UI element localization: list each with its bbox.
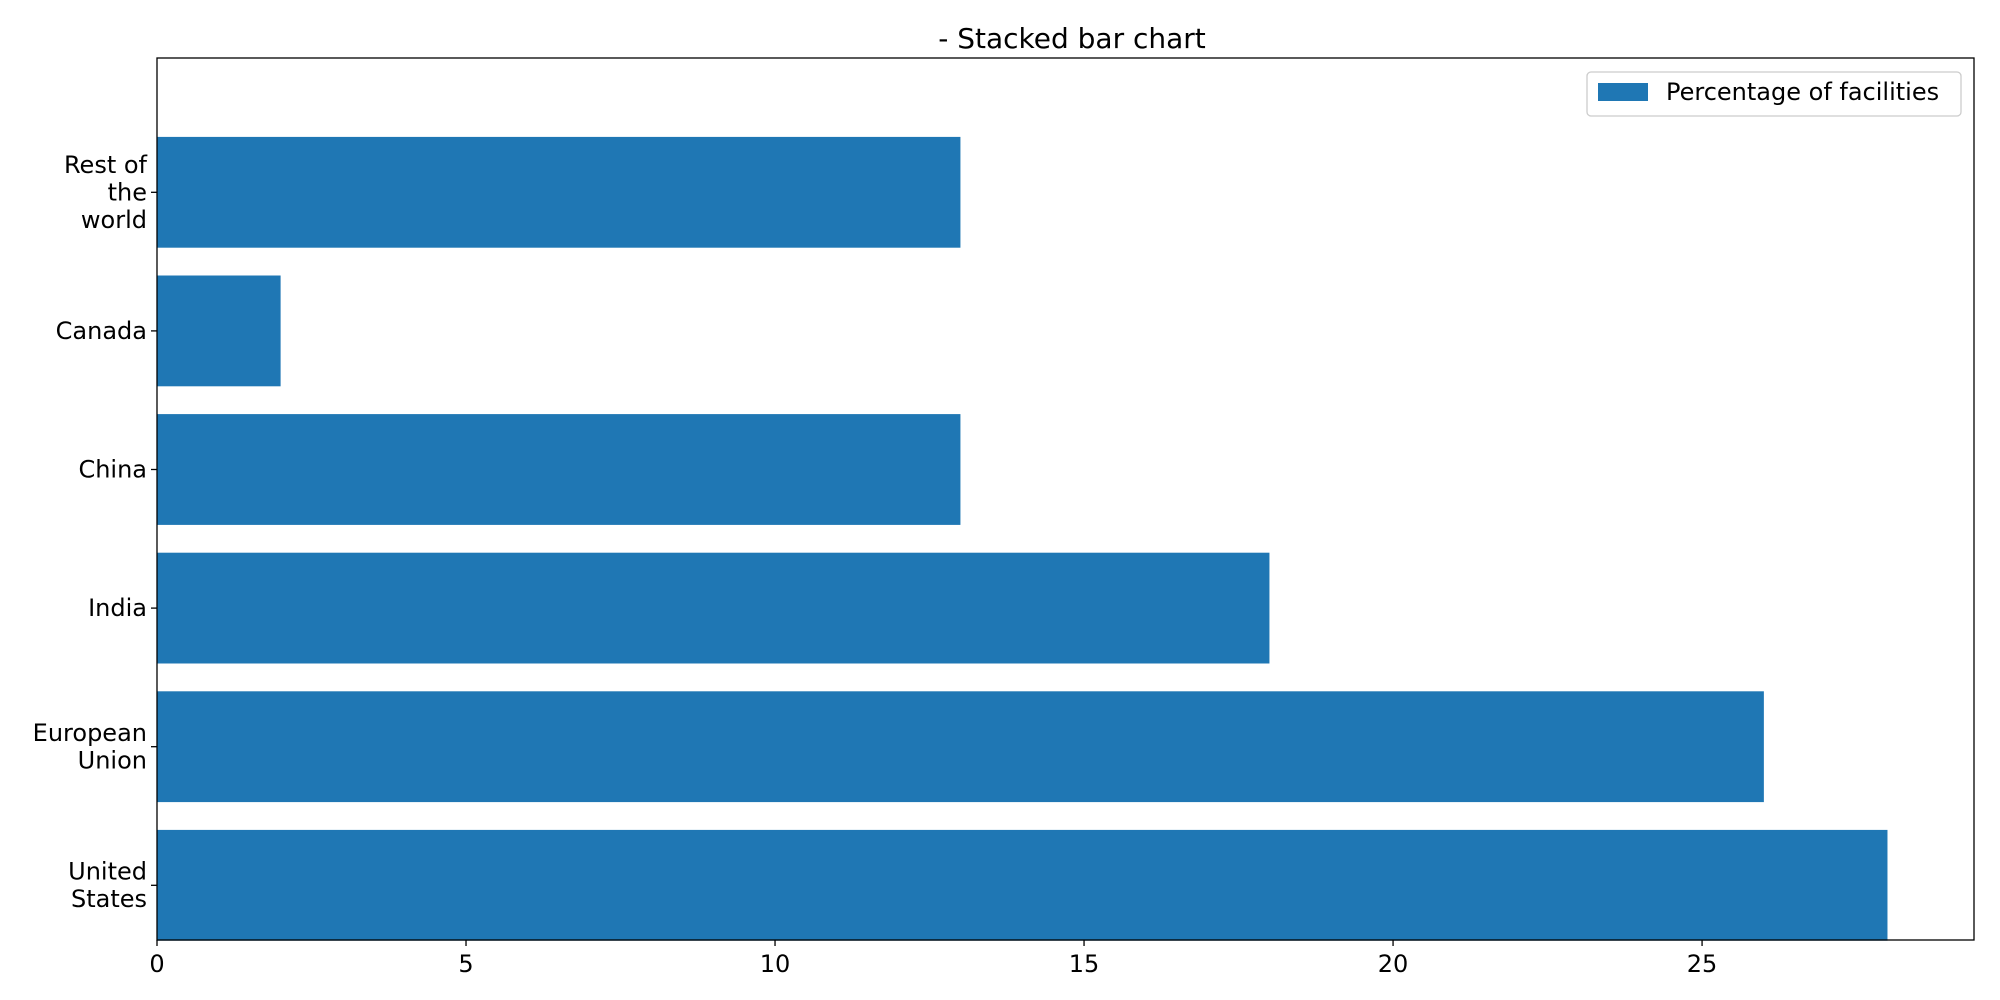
y-tick-label: Canada (56, 317, 147, 345)
y-axis: United States European Union India China Canad… (33, 151, 157, 913)
y-tick-label: United States (68, 858, 147, 914)
bar-india (157, 552, 1270, 664)
bar-european-union (157, 691, 1764, 803)
chart-title: - Stacked bar chart (938, 22, 1206, 55)
y-tick-label: India (88, 594, 147, 622)
x-tick-label: 25 (1687, 950, 1718, 978)
legend-swatch (1598, 83, 1648, 101)
bar-china (157, 414, 961, 525)
x-tick-label: 10 (760, 950, 791, 978)
y-tick-label: China (78, 456, 147, 484)
bar-rest-of-the-world (157, 136, 961, 248)
bar-united-states (157, 829, 1888, 941)
plot-frame (156, 57, 1975, 941)
x-tick-label: 20 (1378, 950, 1409, 978)
x-axis: 0 5 10 15 20 25 (149, 940, 1717, 978)
bars-group (157, 136, 1888, 941)
bar-canada (157, 275, 281, 387)
x-tick-label: 15 (1069, 950, 1100, 978)
x-tick-label: 5 (458, 950, 473, 978)
legend-box (1586, 71, 1962, 117)
legend-label: Percentage of facilities (1666, 78, 1939, 106)
y-tick-label: European Union (33, 719, 147, 775)
legend: Percentage of facilities (1586, 71, 1962, 117)
y-tick-label: Rest of the world (64, 151, 148, 234)
x-tick-label: 0 (149, 950, 164, 978)
